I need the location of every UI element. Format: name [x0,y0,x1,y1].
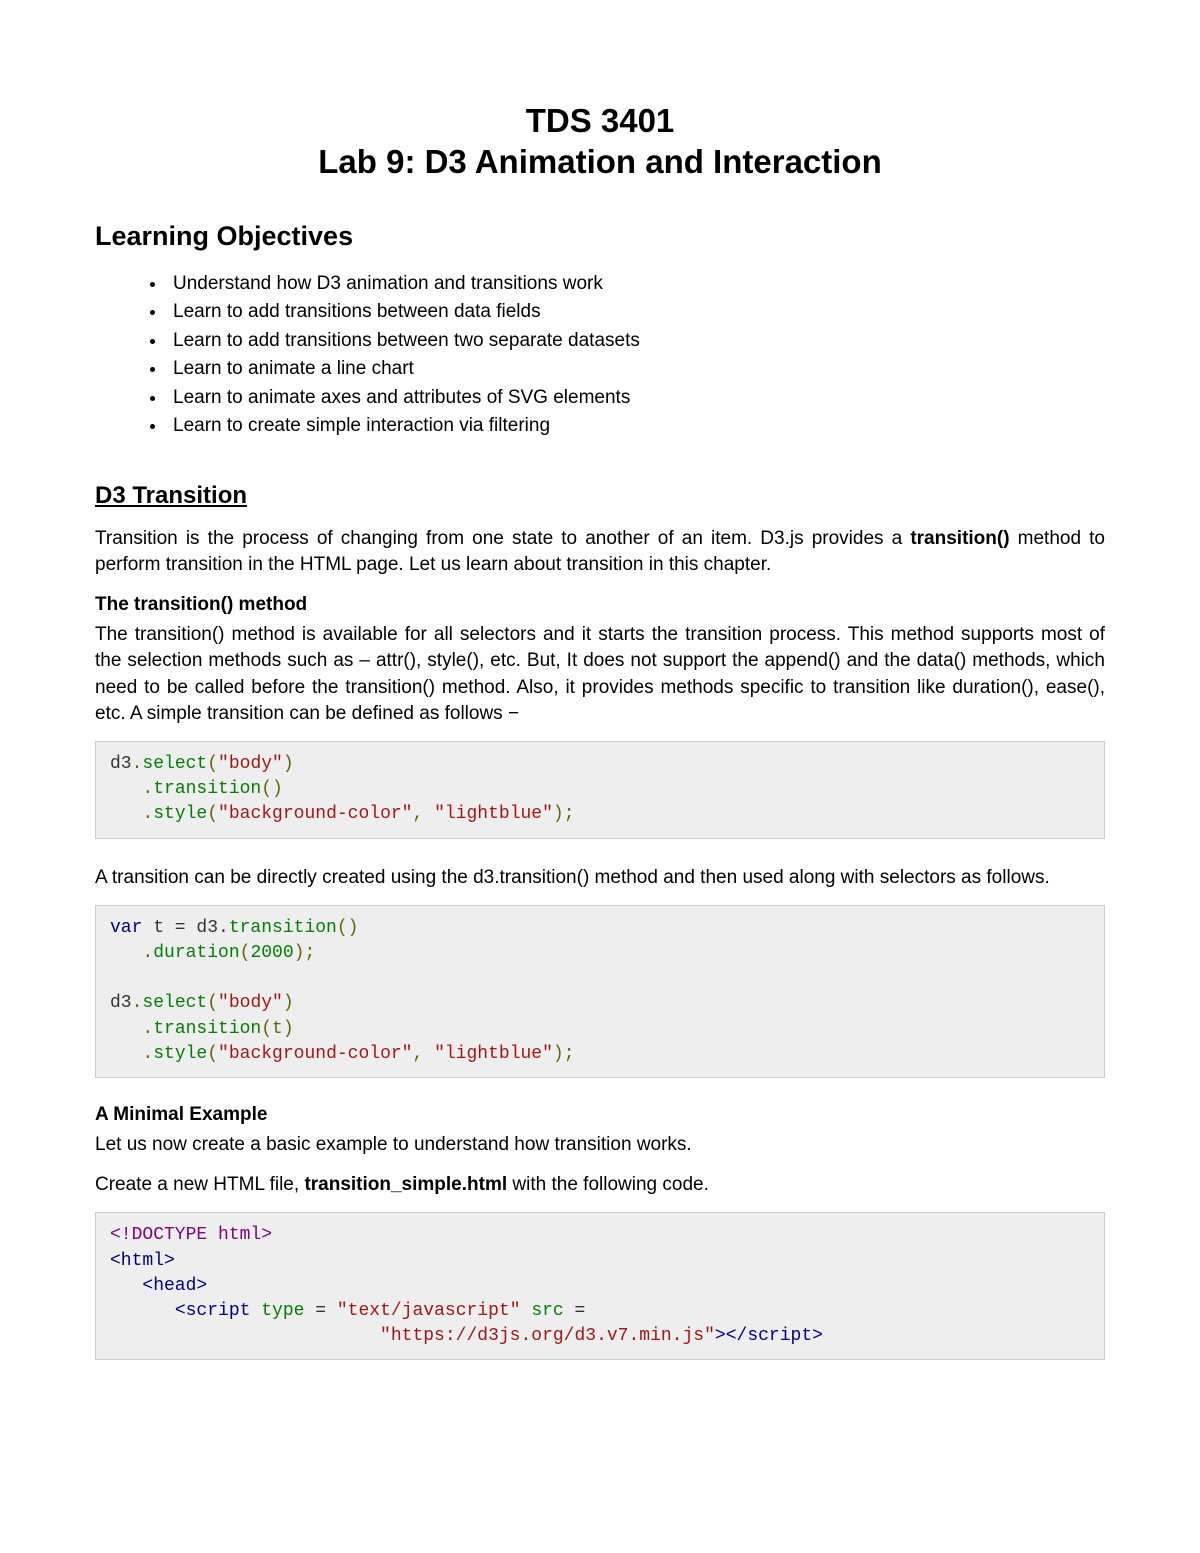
text-run: Transition is the process of changing fr… [95,528,910,549]
code-token: ); [553,1044,575,1064]
code-token: transition [153,1019,261,1039]
objectives-list: Understand how D3 animation and transiti… [139,270,1105,440]
code-token: ( [207,804,218,824]
code-token: () [261,779,283,799]
code-token: ); [294,943,316,963]
code-token: ( [207,1044,218,1064]
text-bold: transition_simple.html [304,1174,507,1195]
code-token: ( [207,993,218,1013]
code-token: . [110,779,153,799]
code-token: d3 [110,993,132,1013]
code-token: , [412,1044,434,1064]
code-token: d3 [110,754,132,774]
paragraph: The transition() method is available for… [95,622,1105,727]
code-token: "lightblue" [434,804,553,824]
code-token: = [564,1301,586,1321]
subheading: A Minimal Example [95,1104,1105,1126]
code-token: () [337,918,359,938]
code-token: <html> [110,1251,175,1271]
code-token: style [153,804,207,824]
code-token: . [132,754,143,774]
list-item: Learn to add transitions between two sep… [167,327,1105,355]
code-token: "background-color" [218,804,412,824]
code-token: , [412,804,434,824]
list-item: Learn to create simple interaction via f… [167,412,1105,440]
text-run: with the following code. [507,1174,709,1195]
paragraph: A transition can be directly created usi… [95,865,1105,891]
code-block-2: var t = d3.transition() .duration(2000);… [95,905,1105,1078]
text-run: Create a new HTML file, [95,1174,304,1195]
subheading: The transition() method [95,594,1105,616]
code-token: select [142,754,207,774]
list-item: Learn to animate a line chart [167,355,1105,383]
code-token: ); [553,804,575,824]
code-token: ( [207,754,218,774]
title-block: TDS 3401 Lab 9: D3 Animation and Interac… [95,100,1105,183]
code-token: . [110,943,153,963]
code-block-1: d3.select("body") .transition() .style("… [95,741,1105,839]
section-heading: D3 Transition [95,482,1105,510]
code-token: src [531,1301,563,1321]
code-token: type [261,1301,304,1321]
code-token: duration [153,943,239,963]
code-token: </script [726,1326,812,1346]
code-token: <head> [142,1276,207,1296]
lab-title: Lab 9: D3 Animation and Interaction [95,141,1105,182]
code-token: t = d3. [142,918,228,938]
code-token: transition [229,918,337,938]
code-token: <script [175,1301,251,1321]
code-token: style [153,1044,207,1064]
code-token: > [715,1326,726,1346]
list-item: Understand how D3 animation and transiti… [167,270,1105,298]
code-token: ) [283,754,294,774]
document-page: TDS 3401 Lab 9: D3 Animation and Interac… [0,0,1200,1553]
text-bold: transition() [910,528,1009,549]
code-token: . [110,804,153,824]
code-token [521,1301,532,1321]
code-block-3: <!DOCTYPE html> <html> <head> <script ty… [95,1212,1105,1360]
code-token [110,1276,142,1296]
code-token: "https://d3js.org/d3.v7.min.js" [380,1326,715,1346]
list-item: Learn to animate axes and attributes of … [167,384,1105,412]
code-token: transition [153,779,261,799]
code-token: ) [283,993,294,1013]
code-token: "body" [218,993,283,1013]
course-code: TDS 3401 [95,100,1105,141]
code-token: . [110,1044,153,1064]
code-token: "lightblue" [434,1044,553,1064]
code-token [250,1301,261,1321]
code-token: > [812,1326,823,1346]
code-token: . [132,993,143,1013]
code-token: 2000 [250,943,293,963]
code-token: "text/javascript" [337,1301,521,1321]
code-token: . [110,1019,153,1039]
code-token: var [110,918,142,938]
code-token: ( [240,943,251,963]
list-item: Learn to add transitions between data fi… [167,298,1105,326]
code-token [110,1326,380,1346]
code-token: "background-color" [218,1044,412,1064]
code-token [110,1301,175,1321]
code-token: select [142,993,207,1013]
code-token: = [304,1301,336,1321]
objectives-heading: Learning Objectives [95,221,1105,252]
paragraph: Transition is the process of changing fr… [95,526,1105,578]
code-token: <!DOCTYPE html> [110,1225,272,1245]
code-token: "body" [218,754,283,774]
paragraph: Create a new HTML file, transition_simpl… [95,1172,1105,1198]
paragraph: Let us now create a basic example to und… [95,1132,1105,1158]
code-token: (t) [261,1019,293,1039]
